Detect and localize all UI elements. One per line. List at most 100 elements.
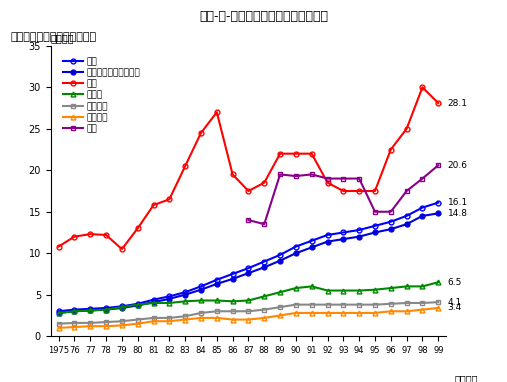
ドイツ: [293, 286, 299, 290]
日本（自然科学のみ）: [151, 300, 157, 304]
日本: [324, 233, 331, 237]
ＥＵ: [404, 189, 410, 193]
フランス: [214, 309, 220, 314]
ＥＵ: [309, 172, 315, 177]
Text: 20.6: 20.6: [448, 161, 468, 170]
フランス: [404, 301, 410, 305]
ドイツ: [388, 286, 394, 290]
日本: [166, 294, 172, 299]
米国: [198, 131, 204, 135]
Text: 16.1: 16.1: [448, 198, 468, 207]
Text: （兆円）: （兆円）: [51, 33, 74, 43]
イギリス: [103, 324, 109, 329]
ＥＵ: [245, 218, 251, 222]
ドイツ: [340, 288, 346, 293]
Line: イギリス: イギリス: [56, 306, 441, 330]
ＥＵ: [388, 209, 394, 214]
イギリス: [356, 311, 362, 315]
米国: [135, 226, 141, 231]
米国: [71, 234, 78, 239]
イギリス: [340, 311, 346, 315]
日本: [87, 306, 93, 311]
フランス: [182, 314, 188, 319]
日本（自然科学のみ）: [324, 239, 331, 244]
フランス: [245, 309, 251, 314]
イギリス: [324, 311, 331, 315]
イギリス: [309, 311, 315, 315]
米国: [214, 110, 220, 115]
ドイツ: [245, 298, 251, 303]
米国: [435, 101, 441, 105]
Line: 米国: 米国: [56, 85, 441, 251]
ドイツ: [230, 299, 236, 304]
日本（自然科学のみ）: [56, 311, 62, 315]
フランス: [388, 301, 394, 306]
イギリス: [435, 306, 441, 310]
米国: [119, 247, 125, 251]
イギリス: [372, 311, 378, 315]
米国: [340, 189, 346, 193]
日本（自然科学のみ）: [119, 306, 125, 310]
フランス: [340, 302, 346, 307]
ドイツ: [261, 294, 267, 299]
フランス: [151, 316, 157, 320]
イギリス: [166, 319, 172, 324]
日本（自然科学のみ）: [293, 251, 299, 256]
ドイツ: [324, 288, 331, 293]
フランス: [135, 317, 141, 322]
日本（自然科学のみ）: [135, 303, 141, 308]
日本: [214, 277, 220, 282]
フランス: [166, 316, 172, 320]
日本: [198, 284, 204, 289]
日本: [135, 301, 141, 306]
Line: ドイツ: ドイツ: [56, 280, 441, 316]
Line: フランス: フランス: [56, 300, 441, 326]
米国: [388, 147, 394, 152]
ＥＵ: [324, 176, 331, 181]
ドイツ: [419, 284, 425, 289]
日本: [103, 306, 109, 310]
日本（自然科学のみ）: [230, 277, 236, 281]
イギリス: [293, 311, 299, 315]
Text: 4.1: 4.1: [448, 298, 462, 307]
フランス: [71, 320, 78, 325]
日本: [71, 308, 78, 312]
フランス: [435, 300, 441, 304]
日本: [151, 297, 157, 302]
米国: [404, 126, 410, 131]
フランス: [198, 311, 204, 315]
日本（自然科学のみ）: [103, 308, 109, 312]
米国: [56, 244, 62, 249]
Text: 6.5: 6.5: [448, 278, 462, 287]
イギリス: [135, 321, 141, 326]
Text: （１）ＩＭＦ為替レート換算: （１）ＩＭＦ為替レート換算: [10, 32, 96, 42]
日本: [388, 219, 394, 224]
イギリス: [198, 316, 204, 320]
ドイツ: [71, 309, 78, 314]
フランス: [261, 308, 267, 312]
ドイツ: [56, 311, 62, 315]
イギリス: [182, 317, 188, 322]
Legend: 日本, 日本（自然科学のみ）, 米国, ドイツ, フランス, イギリス, ＥＵ: 日本, 日本（自然科学のみ）, 米国, ドイツ, フランス, イギリス, ＥＵ: [59, 53, 143, 137]
米国: [324, 180, 331, 185]
Text: 第２-１-１図　主要国の研究費の推移: 第２-１-１図 主要国の研究費の推移: [199, 10, 328, 23]
フランス: [309, 302, 315, 307]
米国: [151, 203, 157, 207]
Text: 14.8: 14.8: [448, 209, 468, 218]
フランス: [293, 302, 299, 307]
ドイツ: [151, 301, 157, 305]
ＥＵ: [372, 209, 378, 214]
米国: [166, 197, 172, 202]
ＥＵ: [419, 176, 425, 181]
日本（自然科学のみ）: [198, 287, 204, 292]
日本（自然科学のみ）: [166, 296, 172, 301]
フランス: [119, 319, 125, 324]
ドイツ: [435, 280, 441, 285]
フランス: [324, 302, 331, 307]
イギリス: [261, 316, 267, 320]
日本（自然科学のみ）: [435, 211, 441, 216]
米国: [87, 232, 93, 236]
日本: [56, 309, 62, 314]
ドイツ: [182, 299, 188, 304]
日本（自然科学のみ）: [261, 265, 267, 270]
